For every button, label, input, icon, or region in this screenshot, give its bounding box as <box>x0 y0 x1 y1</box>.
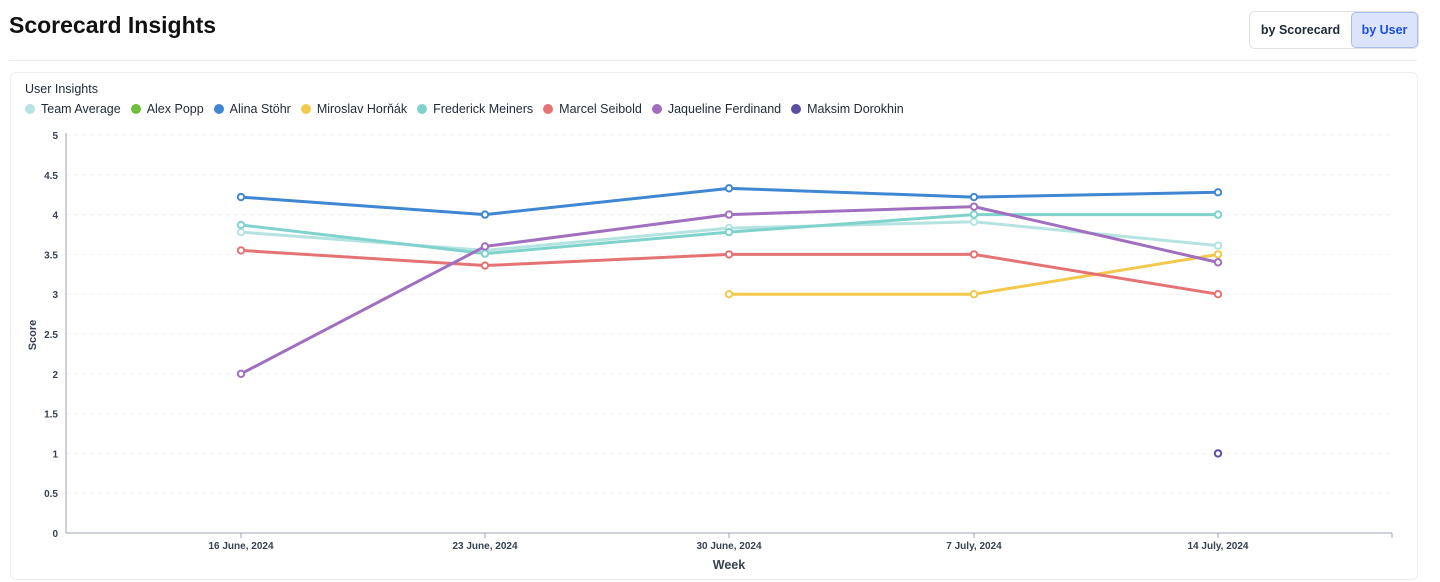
y-tick-label: 2.5 <box>44 330 58 341</box>
data-point <box>1213 258 1223 267</box>
data-point <box>969 217 979 226</box>
legend-swatch <box>25 104 35 114</box>
legend-label: Alina Stöhr <box>229 102 291 116</box>
data-point <box>724 227 734 237</box>
series-maksim-dorokhin <box>1213 449 1223 458</box>
page-header: Scorecard Insights by Scorecard by User <box>0 0 1440 62</box>
series-alina-stohr <box>236 184 1223 219</box>
legend-label: Team Average <box>41 102 121 116</box>
legend-item-maksim-dorokhin[interactable]: Maksim Dorokhin <box>791 102 904 116</box>
user-insights-card: User Insights Team Average Alex Popp Alina… <box>10 72 1418 580</box>
y-tick-label: 5 <box>52 131 58 142</box>
y-tick-label: 1 <box>52 449 58 460</box>
legend-item-jaqueline-ferdinand[interactable]: Jaqueline Ferdinand <box>651 102 782 116</box>
legend-swatch <box>543 104 554 114</box>
data-point <box>724 250 734 259</box>
data-point <box>1213 449 1223 458</box>
data-point <box>236 220 246 230</box>
data-point <box>969 250 979 259</box>
data-point <box>480 249 490 258</box>
data-point <box>1213 188 1223 197</box>
view-toggle: by Scorecard by User <box>1249 11 1419 49</box>
card-title: User Insights <box>25 82 98 96</box>
data-point <box>969 202 979 211</box>
data-point <box>480 242 490 251</box>
legend-item-frederick-meiners[interactable]: Frederick Meiners <box>417 102 533 116</box>
data-point <box>236 227 246 237</box>
data-point <box>1213 250 1223 259</box>
x-tick-label: 7 July, 2024 <box>946 541 1002 552</box>
y-tick-label: 0 <box>52 529 58 540</box>
legend-swatch <box>213 104 224 114</box>
legend-swatch <box>130 104 141 114</box>
legend-label: Maksim Dorokhin <box>807 102 904 116</box>
legend-label: Alex Popp <box>146 102 204 116</box>
data-point <box>724 290 734 299</box>
data-point <box>969 210 979 219</box>
legend-item-team-average[interactable]: Team Average <box>25 102 121 116</box>
legend-swatch <box>417 104 428 114</box>
series-line <box>727 252 1220 296</box>
x-tick-label: 23 June, 2024 <box>452 541 517 552</box>
by-user-button[interactable]: by User <box>1351 12 1418 48</box>
page-title: Scorecard Insights <box>9 12 217 38</box>
series-marcel-seibold <box>236 246 1223 299</box>
data-point <box>236 246 246 255</box>
legend-item-miroslav-hornak[interactable]: Miroslav Horňák <box>300 102 408 116</box>
legend-label: Marcel Seibold <box>559 102 642 116</box>
y-tick-label: 3 <box>52 290 58 301</box>
legend-item-marcel-seibold[interactable]: Marcel Seibold <box>543 102 642 116</box>
data-point <box>480 210 490 219</box>
data-point <box>724 184 734 193</box>
data-point <box>236 192 246 202</box>
x-tick-label: 14 July, 2024 <box>1188 541 1249 552</box>
legend-label: Miroslav Horňák <box>316 102 408 116</box>
by-scorecard-button[interactable]: by Scorecard <box>1250 12 1351 48</box>
y-tick-label: 0.5 <box>44 489 58 500</box>
legend-item-alina-stohr[interactable]: Alina Stöhr <box>213 102 291 116</box>
header-divider <box>9 60 1417 61</box>
data-point <box>969 290 979 299</box>
legend-label: Frederick Meiners <box>433 102 534 116</box>
series-miroslav-hornak <box>724 250 1223 299</box>
data-point <box>480 261 490 270</box>
y-tick-label: 2 <box>52 370 58 381</box>
legend-swatch <box>791 104 802 114</box>
y-tick-label: 4.5 <box>44 171 58 182</box>
x-axis-title: Week <box>713 558 745 572</box>
data-point <box>1213 241 1223 250</box>
y-tick-label: 4 <box>52 211 58 222</box>
data-point <box>236 369 246 378</box>
legend-label: Jaqueline Ferdinand <box>667 102 782 116</box>
legend-swatch <box>300 104 311 114</box>
y-tick-label: 1.5 <box>44 410 58 421</box>
series-jaqueline-ferdinand <box>236 202 1223 378</box>
x-tick-label: 30 June, 2024 <box>696 541 761 552</box>
data-point <box>969 192 979 202</box>
series-frederick-meiners <box>236 210 1223 258</box>
legend-item-alex-popp[interactable]: Alex Popp <box>130 102 204 116</box>
legend-swatch <box>651 104 662 114</box>
data-point <box>1213 290 1223 299</box>
y-tick-label: 3.5 <box>44 250 58 261</box>
x-tick-label: 16 June, 2024 <box>208 541 273 552</box>
data-point <box>1213 210 1223 219</box>
chart-legend: Team Average Alex Popp Alina Stöhr Miroslav… <box>25 102 914 116</box>
data-point <box>724 210 734 219</box>
y-axis-title: Score <box>27 320 39 351</box>
